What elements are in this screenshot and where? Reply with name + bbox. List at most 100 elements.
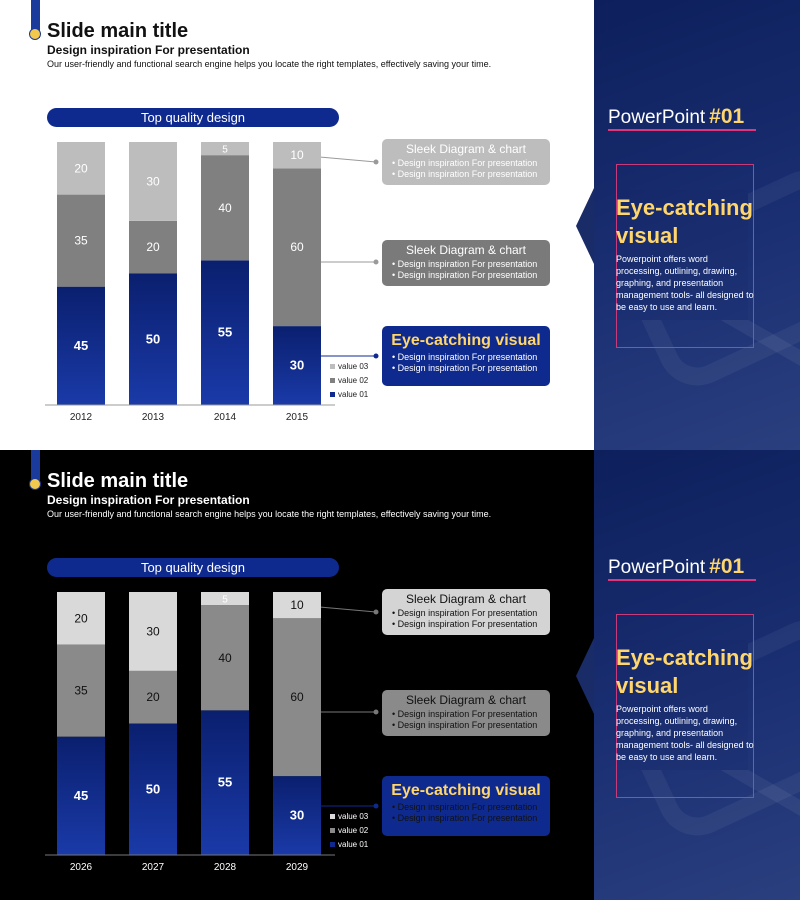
slide-description: Our user-friendly and functional search … — [47, 59, 492, 69]
slide-dark: Slide main title Design inspiration For … — [0, 450, 800, 900]
x-tick-label: 2014 — [214, 412, 237, 423]
chart-legend: value 03 value 02 value 01 — [330, 812, 368, 854]
accent-bar — [31, 0, 40, 38]
chart-title-pill: Top quality design — [47, 108, 339, 127]
bar-segment-value01-2012 — [57, 286, 105, 405]
callout-bullet: Design inspiration For presentation — [392, 158, 550, 169]
panel-heading: Eye-catching visual — [616, 195, 753, 248]
legend-swatch — [330, 392, 335, 398]
bar-segment-value02-2028 — [201, 605, 249, 711]
callout-title: Sleek Diagram & chart — [405, 142, 527, 156]
bar-segment-value01-2015 — [273, 326, 321, 405]
bar-value-label: 45 — [74, 338, 88, 353]
legend-swatch — [330, 828, 335, 834]
bar-segment-value02-2012 — [57, 194, 105, 287]
panel-frame — [616, 614, 754, 798]
panel-notch — [576, 188, 594, 264]
bar-value-label: 35 — [74, 234, 88, 248]
callout-title: Eye-catching visual — [391, 782, 541, 799]
connector-value02-dot — [373, 709, 379, 715]
legend-swatch — [330, 842, 335, 848]
bar-value-label: 60 — [290, 240, 304, 254]
powerpoint-heading: PowerPoint #01 — [608, 105, 744, 129]
bar-value-label: 30 — [290, 358, 304, 373]
callout-title: Sleek Diagram & chart — [405, 592, 527, 606]
callout-bullet: Design inspiration For presentation — [392, 619, 550, 630]
x-tick-label: 2027 — [142, 862, 165, 873]
legend-label: value 03 — [338, 362, 369, 371]
bar-segment-value01-2026 — [57, 736, 105, 855]
bar-value-label: 50 — [146, 781, 160, 796]
bar-segment-value03-2015 — [273, 142, 321, 169]
callout-bullet: Design inspiration For presentation — [392, 352, 550, 363]
bar-value-label: 20 — [146, 690, 160, 704]
bar-segment-value02-2013 — [129, 220, 177, 274]
bar-segment-value01-2028 — [201, 710, 249, 855]
bar-segment-value02-2027 — [129, 670, 177, 724]
panel-frame — [616, 164, 754, 348]
callout-bullet: Design inspiration For presentation — [392, 363, 550, 374]
bar-segment-value02-2015 — [273, 168, 321, 327]
bar-segment-value03-2014 — [201, 142, 249, 156]
callout-title: Eye-catching visual — [391, 332, 541, 349]
bar-segment-value01-2013 — [129, 273, 177, 405]
x-tick-label: 2013 — [142, 412, 165, 423]
bar-segment-value02-2029 — [273, 618, 321, 777]
accent-dot — [29, 28, 41, 40]
bar-value-label: 55 — [218, 775, 232, 790]
bar-value-label: 30 — [146, 174, 160, 188]
callout-bullet: Design inspiration For presentation — [392, 802, 550, 813]
legend-item-value03: value 03 — [330, 362, 368, 376]
powerpoint-number: #01 — [709, 105, 745, 128]
legend-swatch — [330, 364, 335, 370]
callout-title: Sleek Diagram & chart — [405, 243, 527, 257]
callout-title: Sleek Diagram & chart — [405, 693, 527, 707]
powerpoint-number: #01 — [709, 555, 745, 578]
legend-label: value 01 — [338, 390, 369, 399]
legend-label: value 02 — [338, 376, 369, 385]
bar-segment-value03-2026 — [57, 592, 105, 645]
bar-value-label: 10 — [290, 598, 304, 612]
panel-frame-gap — [620, 190, 748, 320]
chart-title-pill: Top quality design — [47, 558, 339, 577]
slide-subtitle: Design inspiration For presentation — [47, 493, 250, 507]
legend-label: value 03 — [338, 812, 369, 821]
x-tick-label: 2028 — [214, 862, 237, 873]
bar-value-label: 60 — [290, 690, 304, 704]
callout-bullet: Design inspiration For presentation — [392, 608, 550, 619]
bar-value-label: 30 — [146, 624, 160, 638]
callout-sleek-2: Sleek Diagram & chart Design inspiration… — [382, 240, 550, 286]
panel-body: Powerpoint offers word processing, outli… — [616, 704, 754, 762]
slide-title: Slide main title — [47, 20, 189, 42]
panel-heading: Eye-catching visual — [616, 645, 753, 698]
accent-bar — [31, 450, 40, 488]
legend-swatch — [330, 378, 335, 384]
bar-segment-value03-2029 — [273, 592, 321, 619]
connector-value03-dot — [373, 609, 379, 615]
bar-value-label: 55 — [218, 325, 232, 340]
legend-swatch — [330, 814, 335, 820]
slide-light: Slide main title Design inspiration For … — [0, 0, 800, 450]
accent-dot — [29, 478, 41, 490]
legend-label: value 01 — [338, 840, 369, 849]
bar-segment-value01-2027 — [129, 723, 177, 855]
legend-item-value01: value 01 — [330, 390, 368, 404]
legend-item-value02: value 02 — [330, 376, 368, 390]
bar-value-label: 5 — [222, 595, 228, 606]
x-tick-label: 2015 — [286, 412, 309, 423]
connector-value03-dot — [373, 159, 379, 165]
legend-label: value 02 — [338, 826, 369, 835]
x-tick-label: 2026 — [70, 862, 93, 873]
bar-segment-value02-2014 — [201, 155, 249, 261]
stacked-bar-chart: 45 35 20 2026 50 20 30 2027 55 40 5 2028 30 60 10 2029 — [45, 592, 379, 873]
bar-segment-value01-2014 — [201, 260, 249, 405]
callout-sleek-2: Sleek Diagram & chart Design inspiration… — [382, 690, 550, 736]
x-tick-label: 2029 — [286, 862, 309, 873]
slide-subtitle: Design inspiration For presentation — [47, 43, 250, 57]
bar-segment-value03-2027 — [129, 592, 177, 671]
chart-legend: value 03 value 02 value 01 — [330, 362, 368, 404]
callout-bullet: Design inspiration For presentation — [392, 709, 550, 720]
bar-value-label: 20 — [146, 240, 160, 254]
callout-bullet: Design inspiration For presentation — [392, 720, 550, 731]
legend-item-value02: value 02 — [330, 826, 368, 840]
